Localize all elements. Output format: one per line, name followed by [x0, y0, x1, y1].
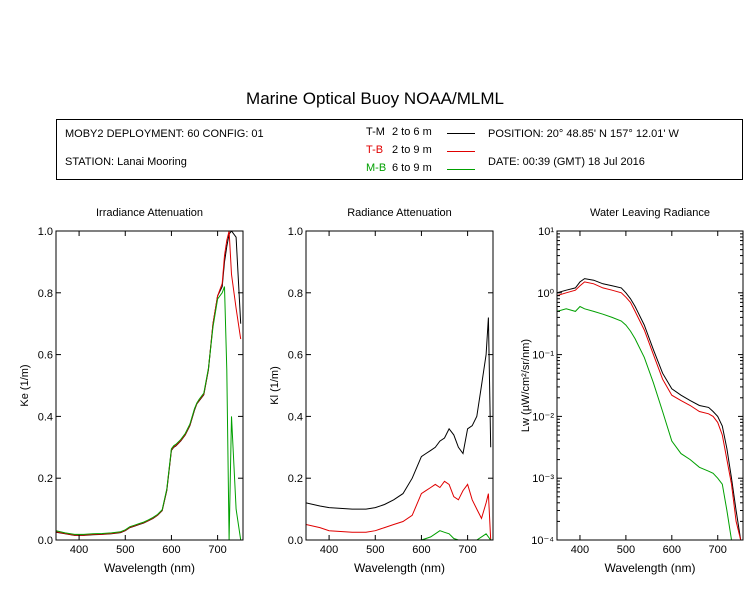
y-tick-label: 10¹ — [538, 226, 554, 238]
x-tick-label: 700 — [709, 544, 727, 556]
x-tick-label: 600 — [663, 544, 681, 556]
panel-title: Water Leaving Radiance — [590, 207, 710, 219]
x-tick-label: 700 — [458, 544, 476, 556]
legend-code-mb: M-B — [366, 162, 387, 174]
y-tick-label: 0.6 — [38, 350, 53, 362]
x-tick-label: 500 — [366, 544, 384, 556]
y-tick-label: 0.4 — [288, 411, 303, 423]
y-tick-label: 10⁻¹ — [532, 350, 554, 362]
y-axis-label: Kl (1/m) — [269, 366, 281, 405]
series-line-t-b — [306, 480, 492, 540]
x-axis-label: Wavelength (nm) — [354, 561, 445, 575]
x-axis-label: Wavelength (nm) — [605, 561, 696, 575]
chart-panel-2: Radiance Attenuation 400 500 600 700 0.0 0.2 0.… — [269, 207, 494, 575]
x-axis-label: Wavelength (nm) — [104, 561, 195, 575]
y-tick-label: 0.0 — [288, 535, 303, 547]
series-line-m-b — [557, 305, 732, 540]
x-tick-label: 500 — [617, 544, 635, 556]
x-tick-label: 400 — [70, 544, 88, 556]
legend-range-mb: 6 to 9 m — [392, 162, 432, 174]
position-text: POSITION: 20° 48.85' N 157° 12.01' W — [488, 128, 679, 140]
legend-range-tm: 2 to 6 m — [392, 126, 432, 138]
legend-code-tm: T-M — [366, 126, 385, 138]
y-tick-label: 1.0 — [38, 226, 53, 238]
y-tick-label: 10⁰ — [537, 288, 554, 300]
x-tick-label: 500 — [116, 544, 134, 556]
y-axis-label: Lw (µW/cm²/sr/nm) — [520, 339, 532, 432]
plot-frame — [556, 230, 744, 541]
y-tick-label: 0.4 — [38, 411, 53, 423]
series-line-t-m — [557, 278, 742, 540]
plot-frame — [55, 230, 244, 541]
chart-panel-3: Water Leaving Radiance 400 500 600 700 10⁻⁴ 10… — [520, 207, 744, 575]
legend-code-tb: T-B — [366, 144, 384, 156]
series-line-t-b — [557, 281, 742, 540]
series-line-t-m — [56, 231, 242, 536]
station-text: STATION: Lanai Mooring — [65, 156, 187, 168]
panel-title: Irradiance Attenuation — [96, 207, 203, 219]
x-tick-label: 400 — [571, 544, 589, 556]
series-line-m-b — [421, 530, 492, 540]
chart-title: Marine Optical Buoy NOAA/MLML — [246, 89, 504, 108]
date-text: DATE: 00:39 (GMT) 18 Jul 2016 — [488, 156, 645, 168]
y-tick-label: 0.8 — [288, 288, 303, 300]
y-tick-label: 0.0 — [38, 535, 53, 547]
legend-line-tb — [447, 151, 475, 152]
series-line-t-m — [306, 317, 492, 510]
deployment-text: MOBY2 DEPLOYMENT: 60 CONFIG: 01 — [65, 128, 264, 140]
y-tick-label: 0.2 — [38, 473, 53, 485]
series-line-t-b — [56, 231, 242, 536]
legend-line-tm — [447, 133, 475, 134]
y-tick-label: 0.6 — [288, 350, 303, 362]
plot-frame — [305, 230, 494, 541]
info-box: MOBY2 DEPLOYMENT: 60 CONFIG: 01 STATION:… — [56, 119, 743, 180]
legend-range-tb: 2 to 9 m — [392, 144, 432, 156]
series-line-m-b — [56, 286, 242, 540]
y-tick-label: 0.2 — [288, 473, 303, 485]
x-tick-label: 700 — [208, 544, 226, 556]
chart-panel-1: Irradiance Attenuation 400 500 600 700 0.0 0.2… — [19, 207, 244, 575]
y-tick-label: 1.0 — [288, 226, 303, 238]
y-tick-label: 10⁻⁴ — [531, 535, 554, 547]
panel-title: Radiance Attenuation — [347, 207, 452, 219]
y-tick-label: 10⁻³ — [532, 473, 554, 485]
y-tick-label: 0.8 — [38, 288, 53, 300]
y-tick-label: 10⁻² — [532, 411, 554, 423]
x-tick-label: 600 — [412, 544, 430, 556]
x-tick-label: 600 — [162, 544, 180, 556]
y-axis-label: Ke (1/m) — [19, 364, 31, 406]
legend-line-mb — [447, 169, 475, 170]
x-tick-label: 400 — [320, 544, 338, 556]
